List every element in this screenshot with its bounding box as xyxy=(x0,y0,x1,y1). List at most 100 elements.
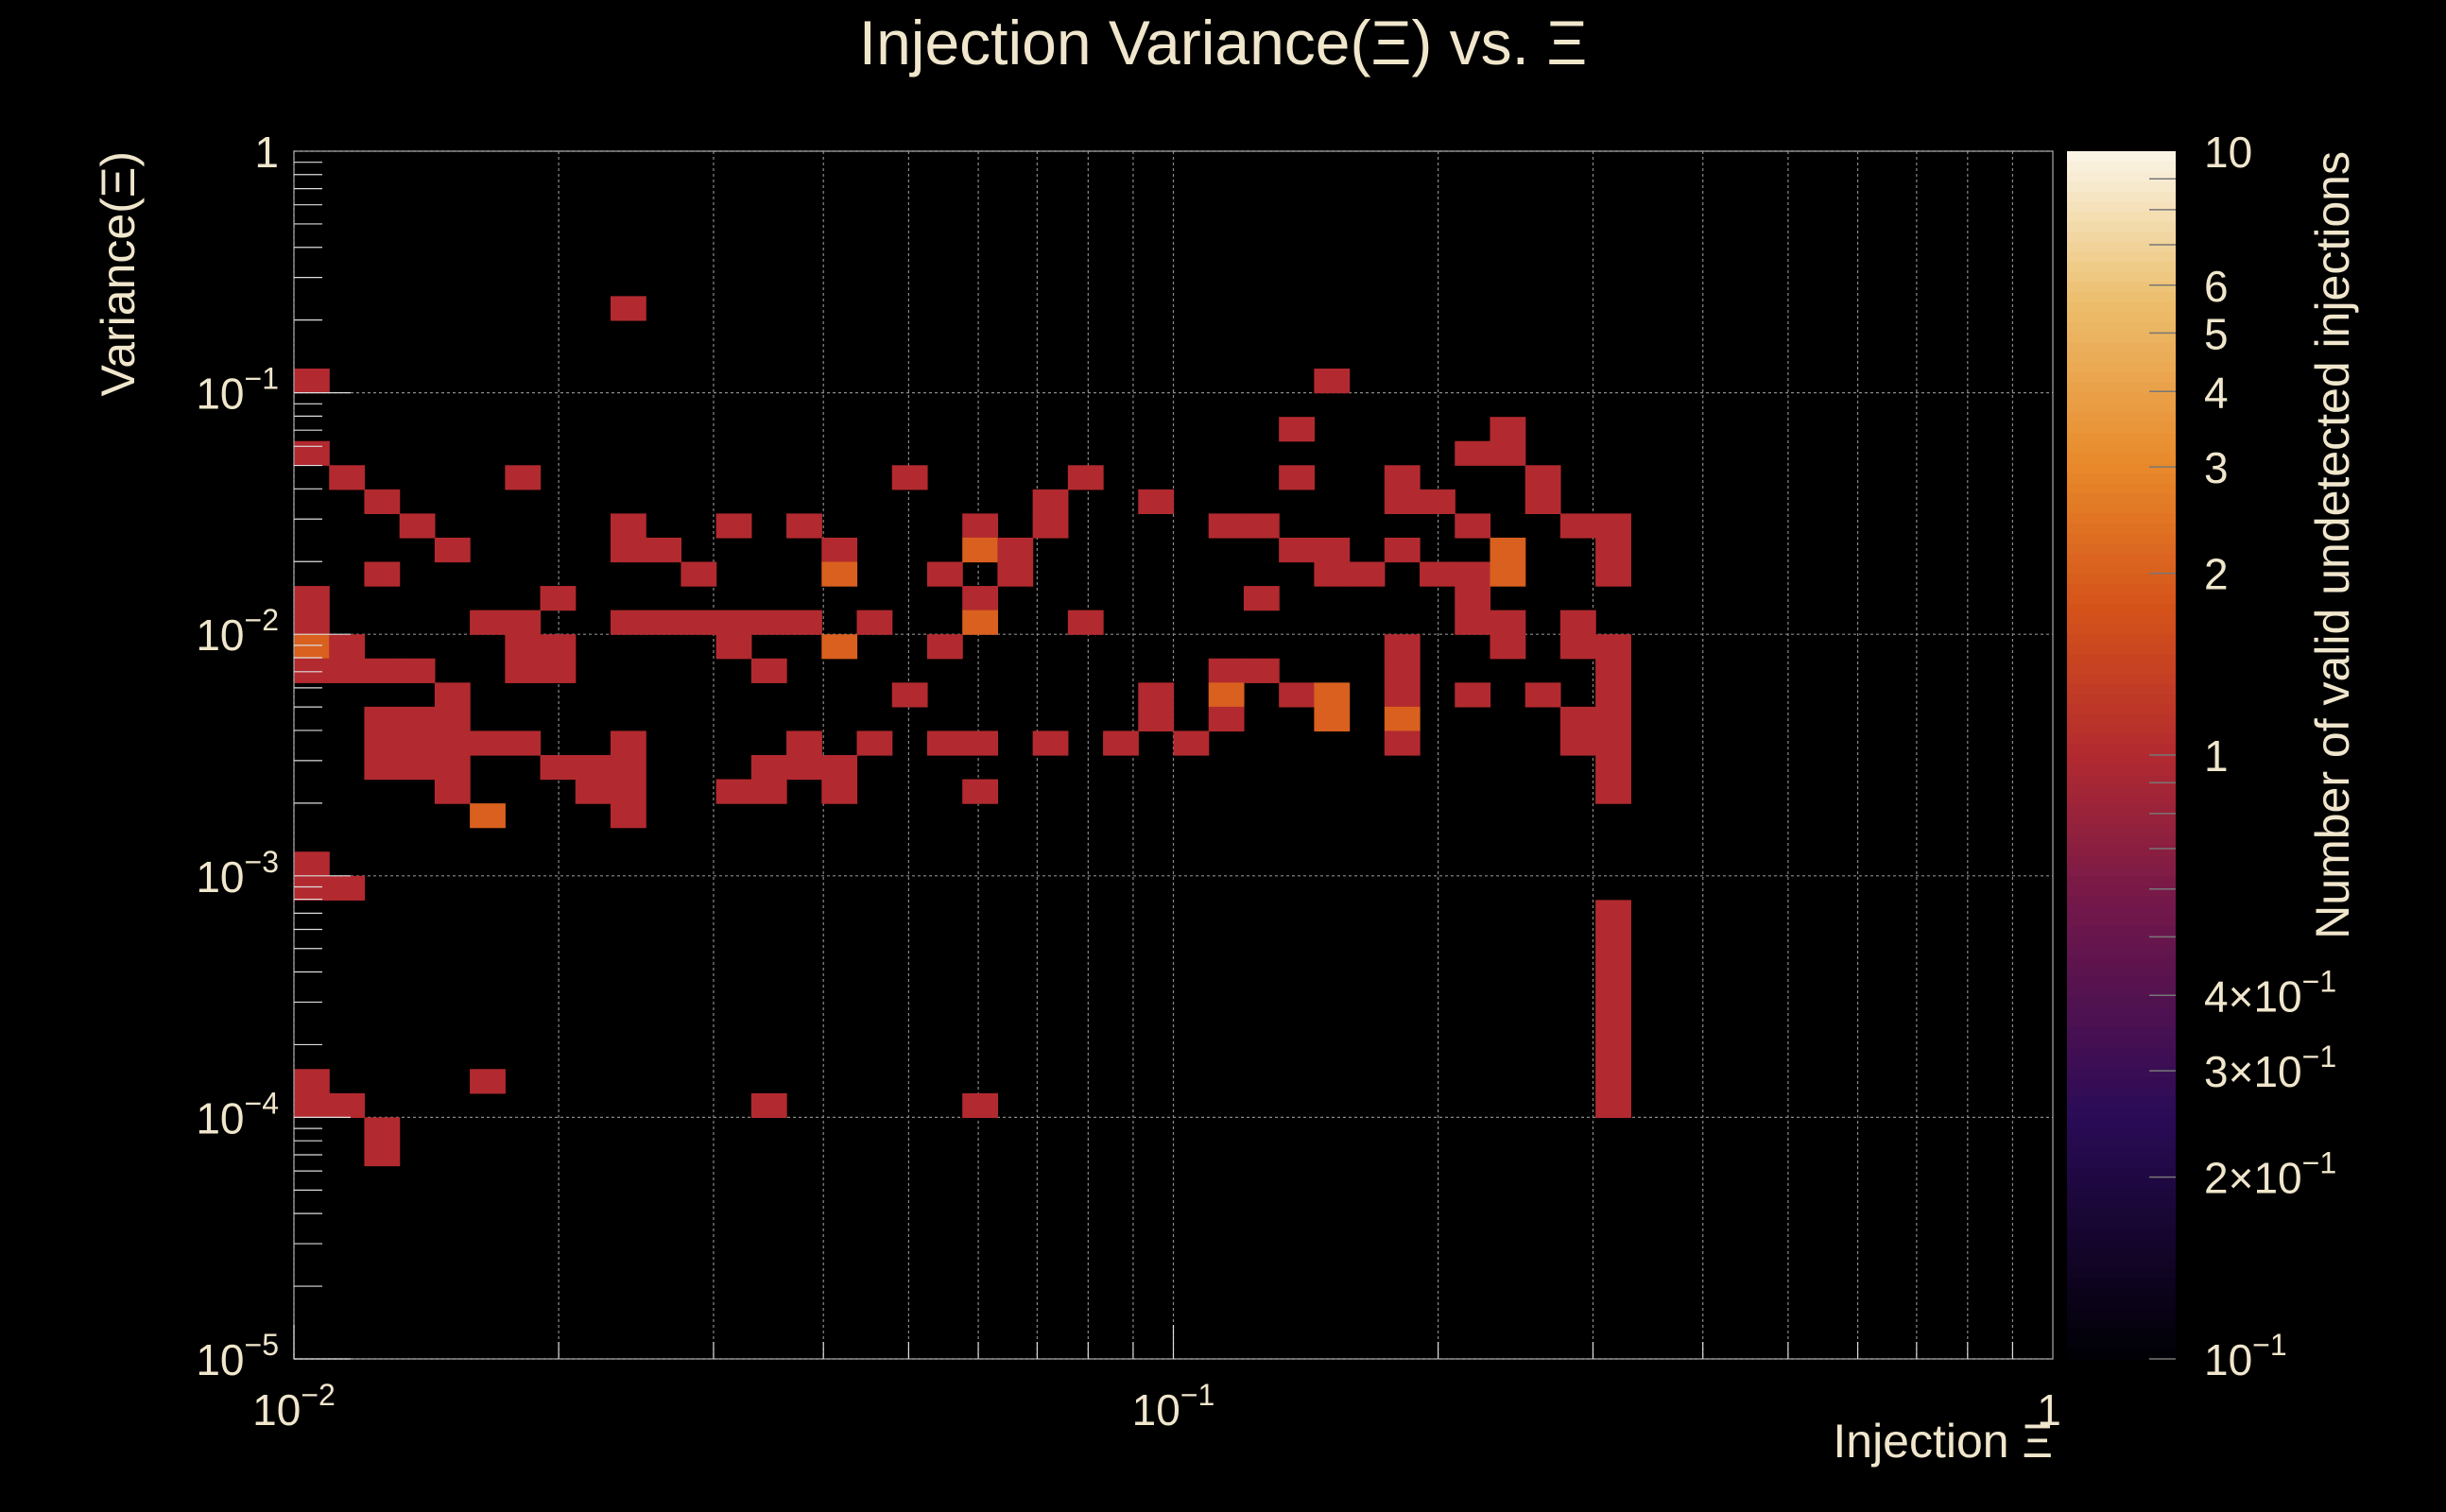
colorbar-segment xyxy=(2067,312,2176,323)
heatmap-cell xyxy=(786,755,822,781)
colorbar-tick-label: 3 xyxy=(2204,443,2229,492)
heatmap-cell xyxy=(505,634,542,660)
heatmap-cell xyxy=(505,658,542,683)
heatmap-cell xyxy=(786,730,822,756)
colorbar-segment xyxy=(2067,1137,2176,1149)
heatmap-cell xyxy=(505,610,542,635)
colorbar-segment xyxy=(2067,151,2176,163)
colorbar-segment xyxy=(2067,1217,2176,1229)
heatmap-cell xyxy=(1595,1069,1631,1094)
heatmap-cell xyxy=(1243,586,1280,611)
colorbar-segment xyxy=(2067,201,2176,213)
heatmap-cell xyxy=(505,730,542,756)
colorbar-segment xyxy=(2067,332,2176,344)
y-tick-label: 10−4 xyxy=(196,1086,279,1143)
colorbar-segment xyxy=(2067,191,2176,203)
colorbar-segment xyxy=(2067,513,2176,524)
colorbar-segment xyxy=(2067,433,2176,444)
heatmap-cell xyxy=(962,610,998,635)
heatmap-cell xyxy=(364,730,401,756)
heatmap-cell xyxy=(434,730,471,756)
heatmap-cell xyxy=(610,610,646,635)
heatmap-cell xyxy=(1595,561,1631,587)
colorbar-segment xyxy=(2067,835,2176,847)
colorbar-segment xyxy=(2067,292,2176,303)
colorbar-segment xyxy=(2067,1097,2176,1108)
colorbar-segment xyxy=(2067,403,2176,414)
heatmap-cell xyxy=(1490,417,1526,442)
heatmap-cell xyxy=(1420,489,1456,514)
colorbar-segment xyxy=(2067,634,2176,645)
heatmap-cell xyxy=(399,730,436,756)
heatmap-cell xyxy=(294,1069,330,1094)
heatmap-cell xyxy=(1595,948,1631,973)
colorbar-segment xyxy=(2067,282,2176,293)
colorbar-segment xyxy=(2067,1067,2176,1078)
heatmap-cell xyxy=(1559,730,1596,756)
heatmap-cell xyxy=(1208,513,1245,539)
heatmap-cell xyxy=(1595,706,1631,732)
colorbar-tick-label: 6 xyxy=(2204,262,2229,311)
heatmap-cell xyxy=(1524,682,1561,708)
colorbar-segment xyxy=(2067,493,2176,505)
colorbar-segment xyxy=(2067,211,2176,223)
chart-title: Injection Variance(Ξ) vs. Ξ xyxy=(859,8,1588,77)
colorbar-segment xyxy=(2067,483,2176,494)
colorbar-segment xyxy=(2067,745,2176,756)
heatmap-cell xyxy=(1595,658,1631,683)
heatmap-cell xyxy=(1279,417,1315,442)
heatmap-cell xyxy=(1243,513,1280,539)
colorbar-segment xyxy=(2067,251,2176,263)
heatmap-cell xyxy=(926,634,963,660)
colorbar-segment xyxy=(2067,1329,2176,1340)
colorbar-segment xyxy=(2067,1087,2176,1098)
heatmap-cell xyxy=(610,755,646,781)
heatmap-cell xyxy=(821,634,858,660)
heatmap-cell xyxy=(294,875,330,901)
heatmap-cell xyxy=(1490,537,1526,563)
heatmap-cell xyxy=(294,440,330,466)
colorbar-segment xyxy=(2067,896,2176,907)
heatmap-cell xyxy=(1595,996,1631,1022)
heatmap-cell xyxy=(1559,513,1596,539)
colorbar-segment xyxy=(2067,262,2176,273)
heatmap-cell xyxy=(294,634,330,660)
heatmap-cell xyxy=(1314,682,1351,708)
heatmap-cell xyxy=(575,779,612,804)
colorbar-segment xyxy=(2067,1349,2176,1360)
colorbar-segment xyxy=(2067,1117,2176,1128)
colorbar-segment xyxy=(2067,524,2176,535)
colorbar-segment xyxy=(2067,352,2176,364)
heatmap-cell xyxy=(1314,369,1351,394)
colorbar-segment xyxy=(2067,1037,2176,1048)
colorbar-segment xyxy=(2067,1238,2176,1249)
heatmap-cell xyxy=(1595,730,1631,756)
colorbar-segment xyxy=(2067,1338,2176,1350)
heatmap-cell xyxy=(610,296,646,321)
colorbar-segment xyxy=(2067,382,2176,394)
colorbar-tick-label: 4 xyxy=(2204,368,2229,417)
heatmap-cell xyxy=(1349,561,1386,587)
heatmap-cell xyxy=(962,1092,998,1118)
heatmap-cell xyxy=(680,561,717,587)
x-axis-label: Injection Ξ xyxy=(1833,1415,2053,1468)
heatmap-cell xyxy=(610,803,646,829)
heatmap-cell xyxy=(646,610,682,635)
heatmap-cell xyxy=(1595,634,1631,660)
colorbar-segment xyxy=(2067,442,2176,455)
heatmap-cell xyxy=(434,779,471,804)
colorbar-segment xyxy=(2067,956,2176,968)
colorbar-segment xyxy=(2067,1026,2176,1038)
heatmap-cell xyxy=(750,1092,787,1118)
colorbar-segment xyxy=(2067,1107,2176,1119)
heatmap-cell xyxy=(997,537,1034,563)
heatmap-cell xyxy=(1490,610,1526,635)
colorbar-segment xyxy=(2067,503,2176,515)
heatmap-cells xyxy=(294,296,1631,1167)
colorbar-segment xyxy=(2067,372,2176,384)
colorbar-tick-label: 5 xyxy=(2204,309,2229,358)
colorbar-segment xyxy=(2067,221,2176,232)
heatmap-cell xyxy=(364,561,401,587)
heatmap-cell xyxy=(1208,706,1245,732)
heatmap-cell xyxy=(294,586,330,611)
